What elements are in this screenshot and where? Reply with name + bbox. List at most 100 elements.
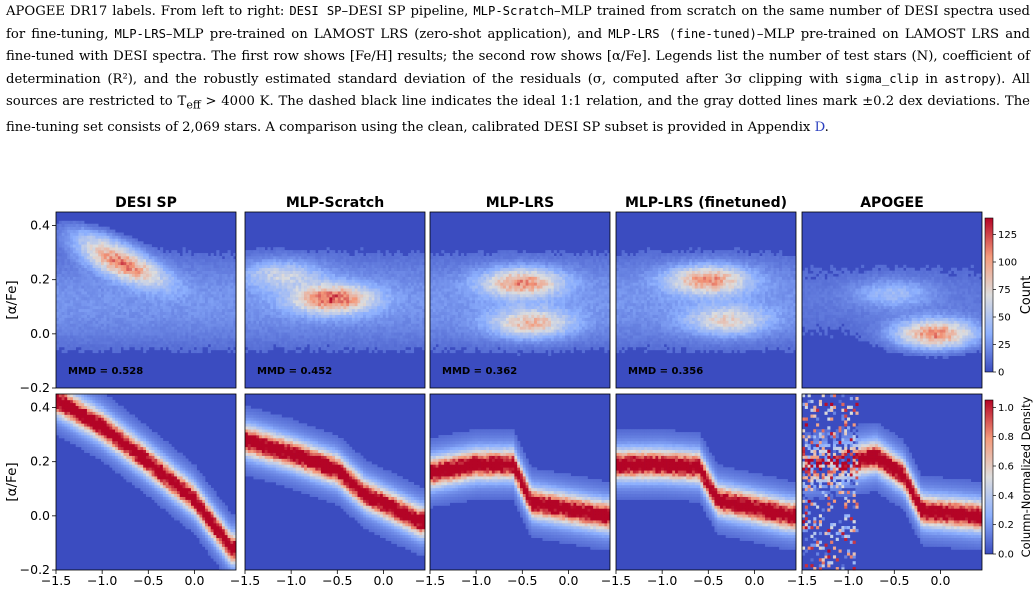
heatmap-cell (383, 347, 386, 350)
heatmap-cell (208, 297, 211, 300)
heatmap-cell (197, 282, 200, 285)
heatmap-cell (265, 329, 268, 332)
heatmap-cell (441, 262, 444, 265)
heatmap-cell (349, 297, 352, 300)
heatmap-cell (447, 294, 450, 297)
heatmap-cell (298, 268, 301, 271)
heatmap-cell (256, 347, 259, 350)
heatmap-cell (388, 265, 391, 268)
heatmap-cell (262, 341, 265, 344)
heatmap-cell (332, 326, 335, 329)
heatmap-cell (79, 262, 82, 265)
heatmap-cell (154, 271, 157, 274)
heatmap-cell (346, 318, 349, 321)
heatmap-cell (191, 288, 194, 291)
heatmap-cell (343, 344, 346, 347)
heatmap-cell (84, 285, 87, 288)
heatmap-cell (408, 282, 411, 285)
heatmap-cell (121, 265, 124, 268)
heatmap-cell (411, 277, 414, 280)
heatmap-cell (318, 300, 321, 303)
heatmap-cell (214, 318, 217, 321)
heatmap-cell (251, 282, 254, 285)
heatmap-cell (157, 303, 160, 306)
heatmap-cell (405, 341, 408, 344)
heatmap-cell (366, 297, 369, 300)
heatmap-cell (377, 306, 380, 309)
heatmap-cell (132, 285, 135, 288)
heatmap-cell (93, 253, 96, 256)
heatmap-cell (394, 315, 397, 318)
heatmap-cell (290, 312, 293, 315)
caption-code: astropy (945, 72, 996, 86)
heatmap-cell (90, 238, 93, 241)
heatmap-cell (64, 277, 67, 280)
heatmap-cell (310, 253, 313, 256)
heatmap-cell (90, 235, 93, 238)
heatmap-cell (436, 259, 439, 262)
heatmap-cell (403, 347, 406, 350)
heatmap-cell (79, 253, 82, 256)
heatmap-cell (81, 318, 84, 321)
heatmap-cell (107, 312, 110, 315)
heatmap-cell (321, 279, 324, 282)
heatmap-cell (169, 291, 172, 294)
heatmap-cell (313, 288, 316, 291)
heatmap-cell (388, 309, 391, 312)
heatmap-cell (374, 291, 377, 294)
heatmap-cell (183, 294, 186, 297)
heatmap-cell (411, 288, 414, 291)
heatmap-cell (458, 277, 461, 280)
heatmap-cell (126, 244, 129, 247)
heatmap-cell (310, 262, 313, 265)
heatmap-cell (64, 268, 67, 271)
heatmap-cell (327, 329, 330, 332)
heatmap-cell (411, 303, 414, 306)
heatmap-cell (363, 279, 366, 282)
heatmap-cell (377, 265, 380, 268)
heatmap-cell (211, 318, 214, 321)
heatmap-cell (321, 306, 324, 309)
heatmap-cell (341, 344, 344, 347)
heatmap-cell (205, 256, 208, 259)
heatmap-cell (253, 288, 256, 291)
heatmap-cell (430, 306, 433, 309)
heatmap-cell (76, 300, 79, 303)
heatmap-cell (180, 344, 183, 347)
heatmap-cell (135, 250, 138, 253)
heatmap-cell (112, 291, 115, 294)
heatmap-cell (383, 262, 386, 265)
appendix-link[interactable]: D (815, 120, 825, 135)
heatmap-cell (461, 326, 464, 329)
heatmap-cell (214, 332, 217, 335)
heatmap-cell (411, 291, 414, 294)
heatmap-cell (441, 309, 444, 312)
heatmap-cell (143, 309, 146, 312)
heatmap-cell (149, 332, 152, 335)
heatmap-cell (324, 282, 327, 285)
heatmap-cell (64, 338, 67, 341)
heatmap-cell (380, 309, 383, 312)
heatmap-cell (388, 338, 391, 341)
heatmap-cell (464, 323, 467, 326)
heatmap-cell (166, 268, 169, 271)
heatmap-cell (157, 265, 160, 268)
heatmap-cell (372, 279, 375, 282)
heatmap-cell (90, 227, 93, 230)
heatmap-cell (177, 268, 180, 271)
heatmap-cell (219, 306, 222, 309)
heatmap-cell (430, 253, 433, 256)
heatmap-cell (290, 300, 293, 303)
heatmap-cell (149, 321, 152, 324)
heatmap-cell (284, 297, 287, 300)
heatmap-cell (438, 344, 441, 347)
heatmap-cell (358, 297, 361, 300)
heatmap-cell (400, 294, 403, 297)
heatmap-cell (374, 300, 377, 303)
heatmap-cell (143, 297, 146, 300)
heatmap-cell (143, 291, 146, 294)
heatmap-cell (324, 338, 327, 341)
heatmap-cell (372, 253, 375, 256)
heatmap-cell (304, 250, 307, 253)
heatmap-cell (115, 256, 118, 259)
